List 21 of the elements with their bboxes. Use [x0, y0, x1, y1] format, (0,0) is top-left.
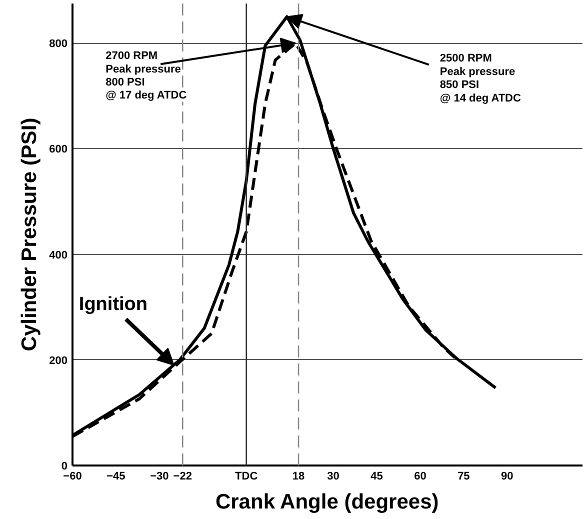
y-tick-label: 800	[49, 38, 68, 50]
x-tick-label: 90	[501, 470, 514, 482]
x-tick-label: 60	[414, 470, 426, 482]
x-tick-label: 75	[458, 470, 470, 482]
y-tick-label: 200	[49, 354, 68, 367]
y-axis-title: Cylinder Pressure (PSI)	[18, 118, 42, 352]
x-tick-label: 30	[327, 470, 340, 482]
y-tick-label: 0	[61, 460, 68, 472]
annotation: 2500 RPM Peak pressure 850 PSI @ 14 deg ATDC	[440, 52, 521, 104]
x-tick-label: −22	[173, 470, 192, 482]
x-axis-title: Crank Angle (degrees)	[215, 490, 439, 514]
y-tick-label: 400	[49, 249, 68, 262]
y-tick-label: 600	[49, 144, 68, 156]
x-tick-label: 18	[292, 470, 305, 482]
x-tick-label: −60	[63, 470, 82, 482]
x-tick-label: 45	[370, 470, 383, 482]
annotation: Ignition	[78, 294, 148, 316]
x-tick-label: TDC	[235, 470, 258, 482]
annotation: 2700 RPM Peak pressure 800 PSI @ 17 deg ATDC	[106, 50, 187, 102]
x-tick-label: −30	[150, 470, 169, 482]
x-tick-label: −45	[106, 470, 126, 482]
